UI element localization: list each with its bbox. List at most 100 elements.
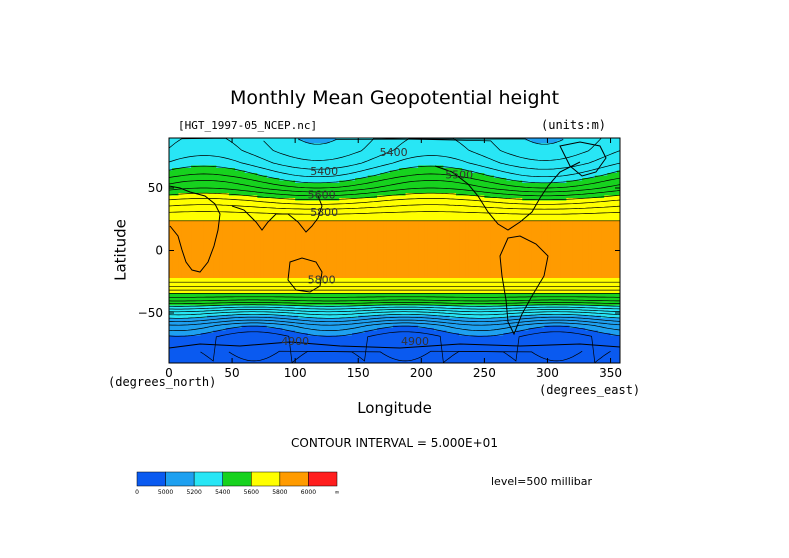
field-cell — [238, 160, 243, 164]
field-cell — [446, 223, 451, 227]
field-cell — [323, 218, 328, 222]
field-cell — [288, 213, 293, 217]
field-cell — [210, 168, 214, 172]
field-cell — [197, 175, 202, 179]
field-cell — [342, 183, 347, 187]
field-cell — [288, 200, 293, 204]
field-cell — [547, 138, 552, 142]
field-cell — [415, 143, 419, 147]
field-cell — [392, 190, 397, 194]
field-cell — [276, 205, 280, 209]
field-cell — [601, 163, 605, 167]
field-cell — [399, 215, 403, 219]
field-cell — [481, 160, 485, 164]
field-cell — [506, 213, 511, 217]
field-cell — [339, 160, 344, 164]
field-cell — [547, 210, 552, 214]
field-cell — [326, 160, 331, 164]
field-cell — [345, 198, 350, 202]
field-cell — [238, 178, 243, 182]
field-cell — [345, 183, 350, 187]
field-cell — [613, 145, 618, 149]
field-cell — [358, 145, 362, 149]
field-cell — [345, 200, 350, 204]
field-cell — [547, 215, 552, 219]
field-cell — [184, 158, 189, 162]
field-cell — [490, 163, 495, 167]
field-cell — [172, 190, 176, 194]
field-cell — [320, 178, 325, 182]
field-cell — [254, 145, 258, 149]
field-cell — [512, 155, 517, 159]
field-cell — [254, 183, 258, 187]
field-cell — [572, 143, 577, 147]
field-cell — [506, 140, 511, 144]
field-cell — [528, 175, 533, 179]
field-cell — [424, 180, 429, 184]
field-cell — [304, 178, 309, 182]
field-cell — [377, 143, 381, 147]
field-cell — [288, 155, 293, 159]
field-cell — [172, 140, 176, 144]
field-cell — [210, 143, 214, 147]
field-cell — [579, 215, 583, 219]
field-cell — [585, 148, 590, 152]
field-cell — [585, 208, 590, 212]
field-cell — [298, 143, 303, 147]
field-cell — [298, 185, 303, 189]
field-cell — [506, 190, 511, 194]
field-cell — [427, 140, 432, 144]
field-cell — [200, 188, 205, 192]
field-cell — [374, 208, 378, 212]
field-cell — [307, 178, 312, 182]
field-cell — [411, 198, 416, 202]
field-cell — [361, 210, 366, 214]
field-cell — [175, 168, 180, 172]
field-cell — [490, 223, 495, 227]
field-cell — [210, 160, 214, 164]
field-cell — [433, 215, 438, 219]
field-cell — [298, 145, 303, 149]
field-cell — [550, 143, 555, 147]
field-cell — [415, 198, 419, 202]
field-cell — [361, 168, 366, 172]
field-cell — [210, 210, 214, 214]
field-cell — [276, 210, 280, 214]
field-cell — [456, 218, 460, 222]
field-cell — [585, 175, 590, 179]
field-cell — [219, 205, 224, 209]
field-cell — [493, 148, 498, 152]
field-cell — [181, 180, 186, 184]
field-cell — [370, 158, 375, 162]
field-cell — [298, 138, 303, 142]
field-cell — [579, 168, 583, 172]
field-cell — [210, 195, 214, 199]
field-cell — [512, 208, 517, 212]
field-cell — [228, 200, 233, 204]
field-cell — [279, 195, 284, 199]
field-cell — [468, 140, 473, 144]
field-cell — [465, 178, 470, 182]
field-cell — [336, 148, 340, 152]
field-cell — [594, 213, 599, 217]
field-cell — [361, 165, 366, 169]
field-cell — [342, 198, 347, 202]
field-cell — [206, 165, 211, 169]
field-cell — [452, 218, 457, 222]
field-cell — [594, 205, 599, 209]
field-cell — [282, 215, 287, 219]
field-cell — [310, 150, 315, 154]
field-cell — [392, 163, 397, 167]
field-cell — [333, 195, 337, 199]
field-cell — [519, 153, 523, 157]
field-cell — [304, 153, 309, 157]
field-cell — [534, 175, 539, 179]
field-cell — [370, 153, 375, 157]
field-cell — [169, 203, 173, 207]
field-cell — [292, 190, 296, 194]
field-cell — [569, 180, 574, 184]
field-cell — [238, 155, 243, 159]
field-cell — [474, 170, 479, 174]
field-cell — [333, 188, 337, 192]
field-cell — [298, 210, 303, 214]
